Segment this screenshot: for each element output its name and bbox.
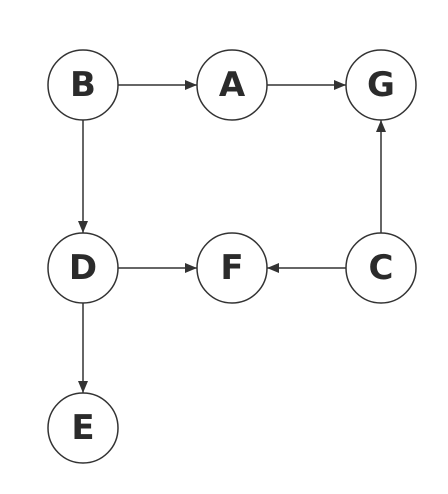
node-D-circle [47, 232, 119, 304]
node-E-label: E [71, 408, 94, 448]
node-A-circle [196, 49, 268, 121]
node-G-circle [345, 49, 417, 121]
node-C: C [345, 232, 417, 304]
node-G-label: G [367, 65, 395, 105]
node-E: E [47, 392, 119, 464]
node-D-label: D [69, 248, 97, 288]
node-B-label: B [70, 65, 96, 105]
node-B-circle [47, 49, 119, 121]
nodes-group: B A G D F C E [47, 49, 417, 464]
node-F-circle [196, 232, 268, 304]
node-A-label: A [219, 65, 246, 105]
node-C-circle [345, 232, 417, 304]
node-F: F [196, 232, 268, 304]
node-B: B [47, 49, 119, 121]
edges-group [78, 80, 386, 393]
node-D: D [47, 232, 119, 304]
node-E-circle [47, 392, 119, 464]
node-C-label: C [369, 248, 394, 288]
node-A: A [196, 49, 268, 121]
node-F-label: F [220, 248, 243, 288]
node-G: G [345, 49, 417, 121]
